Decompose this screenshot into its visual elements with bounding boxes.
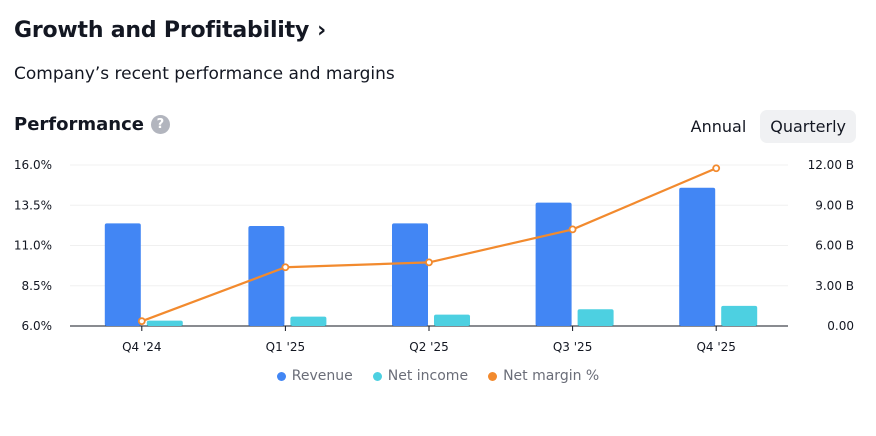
- bar-net-income: [290, 316, 327, 326]
- bar-revenue: [248, 226, 285, 326]
- left-axis-tick-label: 13.5%: [14, 198, 52, 212]
- left-axis-tick-label: 6.0%: [22, 319, 53, 333]
- section-title-link[interactable]: Growth and Profitability ›: [14, 18, 326, 43]
- bar-revenue: [392, 223, 428, 326]
- performance-title: Performance: [14, 114, 144, 135]
- net-margin-point: [712, 164, 721, 173]
- quarterly-toggle-button[interactable]: Quarterly: [760, 110, 856, 143]
- help-icon[interactable]: ?: [150, 115, 170, 134]
- period-toggle: Annual Quarterly: [681, 110, 856, 143]
- legend-label-revenue: Revenue: [291, 368, 353, 384]
- left-axis-tick-label: 16.0%: [14, 158, 52, 172]
- left-axis-tick-label: 11.0%: [14, 239, 52, 253]
- performance-header: Performance ?: [14, 114, 170, 135]
- legend-label-net-income: Net income: [387, 368, 469, 384]
- bar-revenue: [535, 202, 572, 326]
- legend-item-revenue[interactable]: Revenue: [276, 368, 353, 384]
- net-margin-point: [568, 225, 577, 234]
- legend-item-net-income[interactable]: Net income: [372, 368, 469, 384]
- legend-dot-net-income: [372, 371, 382, 381]
- x-axis-tick-label: Q2 '25: [409, 340, 448, 354]
- chart-legend: Revenue Net income Net margin %: [0, 368, 876, 384]
- legend-dot-revenue: [276, 371, 286, 381]
- x-axis-tick-label: Q4 '24: [122, 340, 161, 354]
- x-axis-tick-label: Q1 '25: [266, 340, 305, 354]
- net-margin-line: [141, 167, 717, 323]
- bar-net-income: [721, 305, 758, 326]
- bar-net-income: [146, 320, 183, 326]
- bar-revenue: [679, 187, 716, 326]
- section-subtitle: Company’s recent performance and margins: [14, 64, 395, 84]
- bar-net-income: [577, 309, 614, 326]
- right-axis-tick-label: 9.00 B: [815, 198, 854, 212]
- x-axis-tick-label: Q3 '25: [553, 340, 592, 354]
- section-title-text: Growth and Profitability: [14, 18, 310, 43]
- right-axis-tick-label: 3.00 B: [815, 279, 854, 293]
- bar-net-income: [434, 314, 470, 326]
- bar-revenue: [104, 223, 141, 326]
- net-margin-point: [137, 317, 146, 326]
- legend-item-net-margin[interactable]: Net margin %: [488, 368, 599, 384]
- left-axis-tick-label: 8.5%: [22, 279, 53, 293]
- chevron-right-icon: ›: [317, 18, 326, 43]
- right-axis-tick-label: 6.00 B: [815, 239, 854, 253]
- right-axis-tick-label: 12.00 B: [808, 158, 854, 172]
- performance-chart: 16.0% 12.00 B 13.5% 9.00 B 11.0% 6.00 B 8.5% 3.…: [14, 158, 854, 354]
- legend-label-net-margin: Net margin %: [503, 368, 600, 384]
- annual-toggle-button[interactable]: Annual: [681, 110, 757, 143]
- x-axis-tick-label: Q4 '25: [696, 340, 735, 354]
- net-margin-point: [281, 263, 290, 272]
- net-margin-point: [425, 258, 433, 267]
- legend-dot-net-margin: [488, 371, 498, 381]
- right-axis-tick-label: 0.00: [827, 319, 854, 333]
